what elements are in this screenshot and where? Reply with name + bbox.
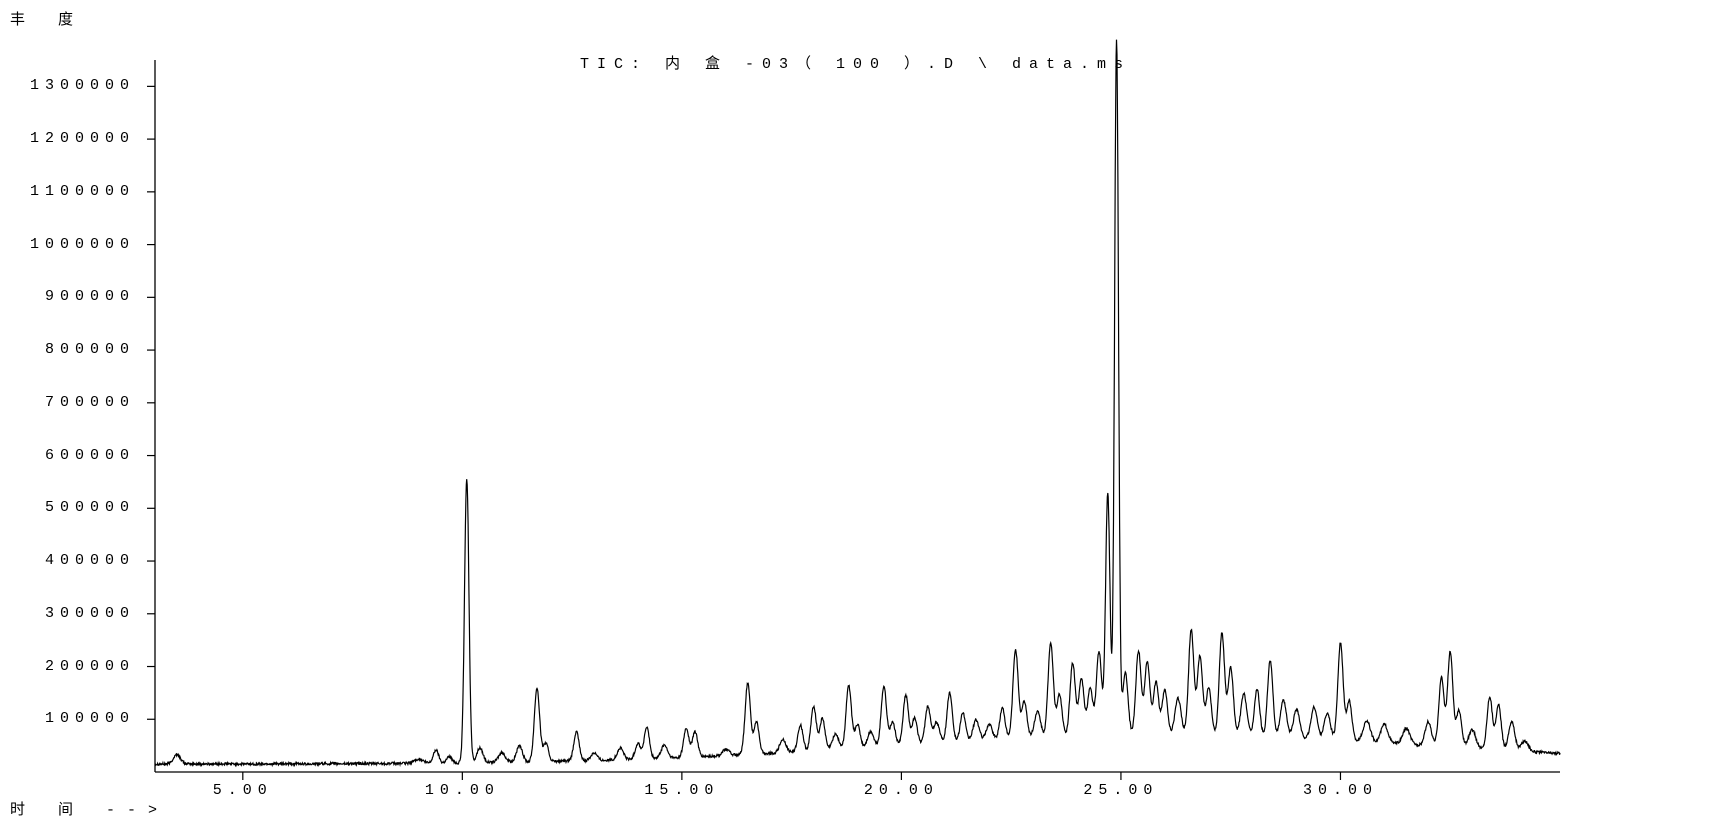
y-tick-label: 1200000 bbox=[15, 130, 135, 147]
y-tick-label: 500000 bbox=[15, 499, 135, 516]
x-tick-label: 10.00 bbox=[425, 782, 500, 799]
y-tick-label: 300000 bbox=[15, 605, 135, 622]
y-tick-label: 1300000 bbox=[15, 77, 135, 94]
y-tick-label: 100000 bbox=[15, 710, 135, 727]
y-tick-label: 900000 bbox=[15, 288, 135, 305]
chart-root: 丰 度 时 间 --> TIC: 内 盒 -03（ 100 ）.D \ data… bbox=[0, 0, 1714, 830]
y-tick-label: 1000000 bbox=[15, 236, 135, 253]
y-tick-label: 200000 bbox=[15, 658, 135, 675]
tic-trace bbox=[155, 40, 1560, 766]
x-tick-label: 5.00 bbox=[213, 782, 273, 799]
y-tick-label: 800000 bbox=[15, 341, 135, 358]
y-tick-label: 400000 bbox=[15, 552, 135, 569]
y-tick-label: 600000 bbox=[15, 447, 135, 464]
y-tick-label: 700000 bbox=[15, 394, 135, 411]
x-tick-label: 30.00 bbox=[1303, 782, 1378, 799]
chromatogram-plot bbox=[0, 0, 1714, 830]
x-tick-label: 20.00 bbox=[864, 782, 939, 799]
x-tick-label: 15.00 bbox=[644, 782, 719, 799]
y-tick-label: 1100000 bbox=[15, 183, 135, 200]
x-tick-label: 25.00 bbox=[1083, 782, 1158, 799]
